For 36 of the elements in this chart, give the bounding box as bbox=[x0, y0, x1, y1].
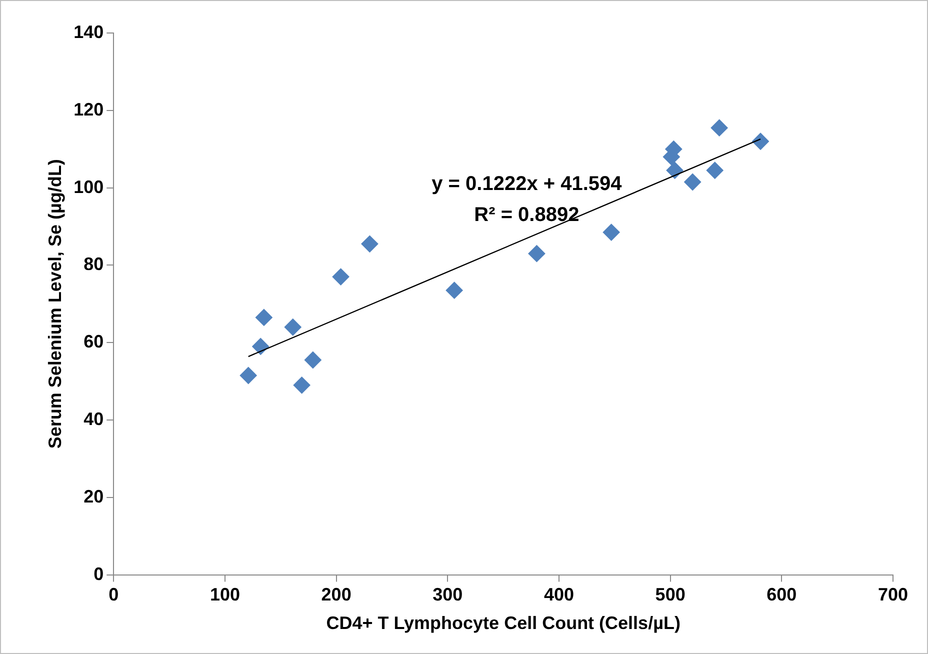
y-tick-label: 40 bbox=[84, 408, 104, 429]
y-axis-title: Serum Selenium Level, Se (µg/dL) bbox=[44, 159, 65, 449]
point bbox=[240, 366, 257, 384]
x-tick-label: 200 bbox=[321, 584, 352, 605]
y-tick-label: 60 bbox=[84, 332, 104, 352]
x-tick-label: 400 bbox=[544, 584, 574, 605]
point bbox=[284, 318, 302, 336]
annotation: y = 0.1222x + 41.594 bbox=[432, 173, 623, 196]
y-tick-label: 80 bbox=[84, 254, 104, 274]
x-tick-label: 100 bbox=[210, 584, 240, 605]
x-tick-label: 600 bbox=[766, 584, 797, 605]
x-tick-label: 700 bbox=[878, 584, 908, 605]
point bbox=[252, 338, 270, 355]
point bbox=[752, 132, 770, 150]
x-axis-title: CD4+ T Lymphocyte Cell Count (Cells/µL) bbox=[326, 613, 680, 634]
y-tick-label: 20 bbox=[84, 486, 104, 506]
y-tick-label: 120 bbox=[74, 99, 104, 120]
point bbox=[706, 162, 724, 179]
x-tick-label: 300 bbox=[432, 584, 463, 605]
point bbox=[684, 173, 702, 190]
point bbox=[528, 245, 546, 262]
x-tick-label: 0 bbox=[108, 584, 119, 605]
y-tick-label: 0 bbox=[94, 564, 104, 584]
point bbox=[255, 308, 272, 326]
annotation: R² = 0.8892 bbox=[474, 204, 580, 226]
point bbox=[293, 376, 310, 394]
x-tick-label: 500 bbox=[655, 584, 686, 605]
point bbox=[304, 352, 322, 369]
point bbox=[446, 282, 463, 299]
point bbox=[710, 119, 728, 136]
point bbox=[332, 268, 350, 286]
y-tick-label: 100 bbox=[74, 176, 104, 197]
point bbox=[602, 224, 620, 241]
point bbox=[666, 162, 684, 179]
y-tick-label: 140 bbox=[74, 22, 104, 42]
point bbox=[361, 235, 378, 252]
